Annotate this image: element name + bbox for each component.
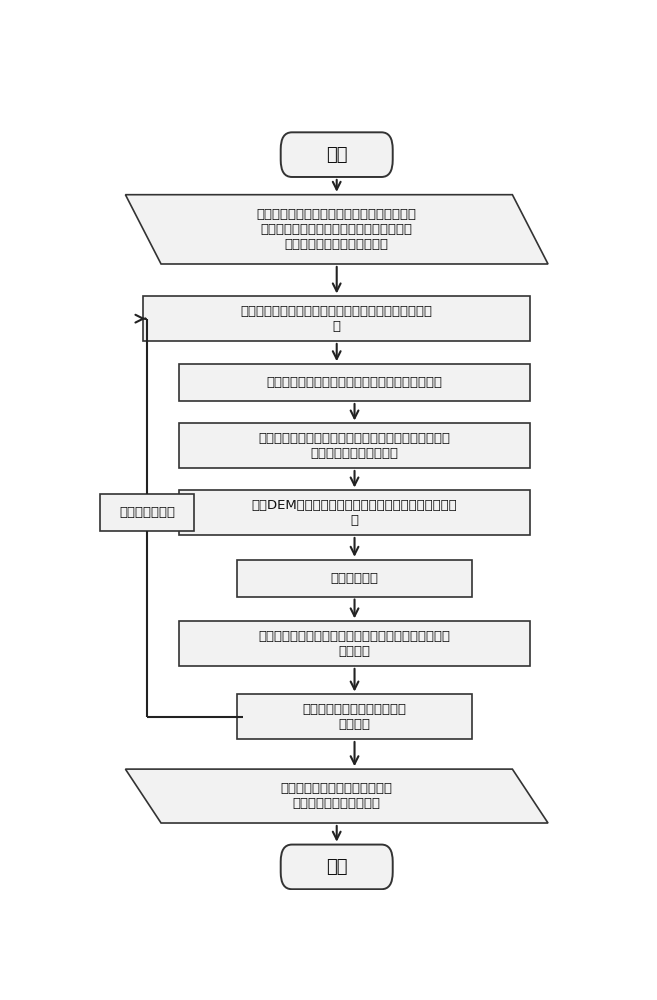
Text: 开始: 开始 (326, 146, 348, 164)
Text: 获得板状核燃料发生熔融之后，
产生的熔融物的迁移行为: 获得板状核燃料发生熔融之后， 产生的熔融物的迁移行为 (281, 782, 393, 810)
Text: 使用DEM模型计算固体之间的作用，校正固体粒子的速
度: 使用DEM模型计算固体之间的作用，校正固体粒子的速 度 (252, 499, 457, 527)
Text: 计算粒子间的传热过程，使用相变模型计算并分析粒子
的相态，确定粒子的类型: 计算粒子间的传热过程，使用相变模型计算并分析粒子 的相态，确定粒子的类型 (259, 432, 451, 460)
Text: 利用压力梯度项修正粒子的速
度和位置: 利用压力梯度项修正粒子的速 度和位置 (302, 703, 407, 731)
Text: 按时间步长推进: 按时间步长推进 (120, 506, 175, 519)
Text: 根据所研究的问题，对板状核燃料的初始状态
进行建模，包括输入粒子的类型、位置、速
度、压力、温度和相关热物性: 根据所研究的问题，对板状核燃料的初始状态 进行建模，包括输入粒子的类型、位置、速… (257, 208, 417, 251)
Bar (237, 694, 472, 739)
Text: 临时移动粒子: 临时移动粒子 (330, 572, 378, 585)
Text: 求解压力泊松方程，更新压力场，计算动量方程中的压
力梯度项: 求解压力泊松方程，更新压力场，计算动量方程中的压 力梯度项 (259, 630, 451, 658)
Bar (179, 423, 530, 468)
Text: 建立背景表格，检索邻居粒子，对背景表格按节点数划
分: 建立背景表格，检索邻居粒子，对背景表格按节点数划 分 (240, 305, 433, 333)
Text: 显式计算控制方程中粘性项、表面张力项和重力项: 显式计算控制方程中粘性项、表面张力项和重力项 (267, 376, 443, 389)
Text: 结束: 结束 (326, 858, 348, 876)
Polygon shape (125, 769, 548, 823)
Bar (143, 296, 530, 341)
FancyBboxPatch shape (281, 132, 393, 177)
Bar (179, 490, 530, 535)
FancyBboxPatch shape (281, 845, 393, 889)
Bar (101, 494, 194, 531)
Bar (237, 560, 472, 597)
Bar (179, 364, 530, 401)
Polygon shape (125, 195, 548, 264)
Bar (179, 621, 530, 666)
